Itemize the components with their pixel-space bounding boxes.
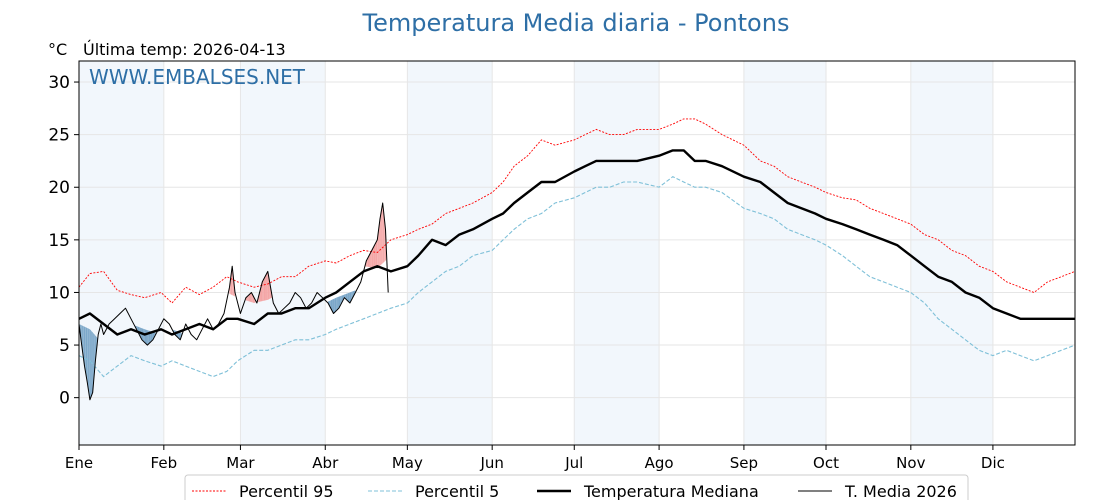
- chart-title: Temperatura Media diaria - Pontons: [362, 9, 790, 37]
- below-normal-fill: [333, 298, 335, 314]
- y-tick-label: 25: [48, 126, 70, 146]
- above-normal-fill: [384, 216, 385, 262]
- below-normal-fill: [90, 330, 92, 398]
- below-normal-fill: [332, 299, 334, 314]
- below-normal-fill: [347, 292, 349, 302]
- above-normal-fill: [377, 234, 378, 269]
- month-bands: [79, 61, 993, 445]
- below-normal-fill: [143, 328, 145, 343]
- below-normal-fill: [144, 329, 147, 344]
- series-lines: [78, 118, 1076, 401]
- above-normal-fill: [250, 292, 252, 303]
- below-normal-fill: [352, 290, 354, 298]
- above-normal-fill: [378, 224, 380, 267]
- month-band: [743, 61, 826, 445]
- above-normal-fill: [373, 245, 375, 268]
- below-normal-fill: [151, 331, 153, 342]
- x-tick-label: Sep: [730, 454, 758, 472]
- x-axis-ticks: Ene Feb Mar Abr May Jun Jul Ago Sep Oct Nov Dic: [65, 445, 1005, 472]
- above-normal-fill: [383, 209, 385, 263]
- watermark: WWW.EMBALSES.NET: [89, 65, 306, 89]
- below-normal-fill: [345, 293, 348, 301]
- month-band: [240, 61, 326, 445]
- unit-label: °C: [48, 40, 67, 59]
- y-axis-ticks: 0 5 10 15 20 25 30: [48, 73, 79, 409]
- below-normal-fill: [85, 326, 86, 374]
- y-tick-label: 0: [59, 389, 70, 409]
- below-normal-fill: [92, 332, 94, 393]
- x-tick-label: Dic: [981, 454, 1005, 472]
- y-tick-label: 15: [48, 231, 70, 251]
- below-normal-fill: [87, 327, 88, 387]
- y-tick-label: 5: [59, 336, 70, 356]
- above-normal-fill: [375, 239, 378, 269]
- below-normal-fill: [84, 326, 86, 371]
- x-tick-label: Oct: [813, 454, 839, 472]
- above-normal-fill: [269, 279, 271, 300]
- legend: Percentil 95 Percentil 5 Temperatura Media…: [184, 474, 969, 504]
- x-tick-label: Abr: [312, 454, 339, 472]
- median-line: [78, 149, 1075, 336]
- x-tick-label: Ene: [65, 454, 93, 472]
- x-tick-label: Jun: [479, 454, 503, 472]
- legend-label: Temperatura Mediana: [583, 482, 759, 500]
- y-tick-label: 30: [48, 73, 70, 93]
- above-normal-fill: [266, 271, 268, 301]
- below-normal-fill: [89, 329, 91, 400]
- above-normal-fill: [370, 250, 372, 268]
- above-normal-fill: [382, 203, 384, 264]
- plot-frame: [78, 60, 1076, 446]
- p95-line: [78, 118, 1076, 304]
- above-normal-fill: [374, 242, 376, 269]
- below-normal-fill: [93, 333, 95, 385]
- below-normal-fill: [336, 297, 338, 311]
- above-normal-fill: [382, 203, 383, 264]
- below-normal-fill: [89, 328, 90, 400]
- y-tick-label: 10: [48, 283, 70, 303]
- above-normal-fill: [379, 214, 381, 266]
- month-band: [910, 61, 993, 445]
- legend-label: Percentil 95: [239, 482, 334, 500]
- below-normal-fill: [146, 329, 148, 346]
- below-normal-fill: [85, 327, 87, 378]
- above-normal-fill: [252, 295, 255, 303]
- above-normal-fill: [262, 279, 264, 302]
- x-tick-label: Mar: [226, 454, 255, 472]
- above-normal-fill: [265, 274, 267, 301]
- below-normal-fill: [337, 296, 339, 310]
- above-normal-fill: [259, 287, 261, 302]
- below-normal-fill: [88, 328, 90, 396]
- below-normal-fill: [83, 326, 85, 367]
- x-tick-label: Jul: [564, 454, 583, 472]
- above-normal-fill: [263, 276, 266, 301]
- above-normal-fill: [248, 293, 251, 302]
- below-normal-fill: [86, 327, 88, 382]
- below-normal-fill: [87, 328, 89, 391]
- above-normal-fill: [380, 210, 382, 266]
- above-normal-fill: [377, 229, 379, 268]
- legend-label: Percentil 5: [415, 482, 499, 500]
- above-normal-fill: [369, 253, 371, 268]
- x-tick-label: Ago: [645, 454, 674, 472]
- last-temp-label: Última temp: 2026-04-13: [83, 40, 286, 59]
- current-year-line: [78, 202, 389, 401]
- above-normal-fill: [371, 247, 374, 268]
- legend-box: [184, 474, 969, 504]
- x-tick-label: Nov: [896, 454, 925, 472]
- above-normal-fill: [381, 206, 383, 265]
- below-normal-fill: [348, 292, 350, 303]
- x-tick-label: May: [392, 454, 423, 472]
- below-normal-fill: [178, 331, 181, 340]
- x-tick-label: Feb: [151, 454, 178, 472]
- legend-label: T. Media 2026: [844, 482, 957, 500]
- p5-line: [78, 176, 1076, 378]
- above-normal-fill: [379, 218, 380, 267]
- below-normal-fill: [334, 297, 337, 313]
- y-tick-label: 20: [48, 178, 70, 198]
- below-normal-fill: [83, 325, 84, 361]
- month-band: [574, 61, 660, 445]
